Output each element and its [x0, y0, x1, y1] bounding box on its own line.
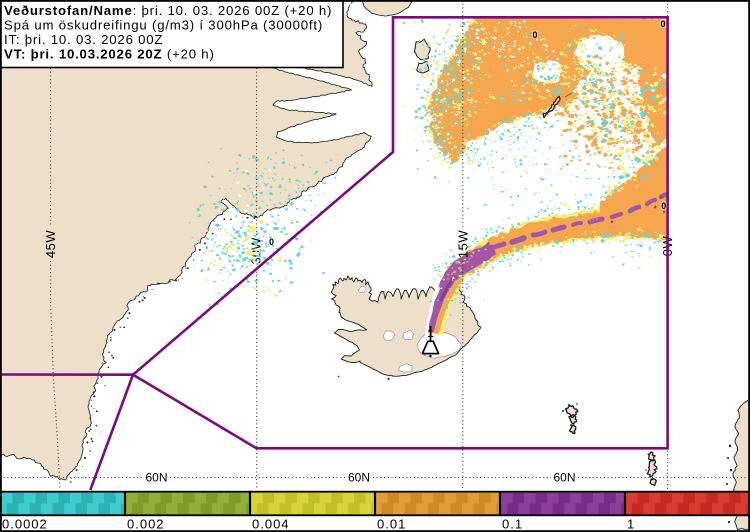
- svg-text:0: 0: [660, 19, 665, 29]
- svg-text:VT: þri. 10.03.2026 20Z (+20 h: VT: þri. 10.03.2026 20Z (+20 h): [4, 47, 215, 62]
- svg-text:0.1: 0.1: [502, 517, 523, 532]
- svg-text:45W: 45W: [43, 230, 58, 258]
- svg-text:Spá um öskudreifingu (g/m3) í: Spá um öskudreifingu (g/m3) í 300hPa (30…: [4, 18, 323, 33]
- svg-text:60N: 60N: [145, 471, 167, 485]
- svg-text:1: 1: [627, 517, 635, 532]
- svg-text:Veðurstofan/Name: þri. 10. 03.: Veðurstofan/Name: þri. 10. 03. 2026 00Z …: [4, 3, 332, 18]
- svg-text:0: 0: [661, 201, 666, 211]
- svg-text:15W: 15W: [455, 230, 470, 258]
- svg-text:0: 0: [269, 237, 274, 247]
- svg-text:0: 0: [532, 30, 537, 40]
- svg-text:60N: 60N: [553, 471, 575, 485]
- svg-text:0.004: 0.004: [252, 517, 290, 532]
- svg-text:IT: þri. 10. 03. 2026 00Z: IT: þri. 10. 03. 2026 00Z: [4, 32, 163, 47]
- svg-text:60N: 60N: [348, 471, 370, 485]
- svg-text:0.0002: 0.0002: [2, 517, 48, 532]
- svg-text:0.002: 0.002: [127, 517, 165, 532]
- svg-text:0.01: 0.01: [377, 517, 406, 532]
